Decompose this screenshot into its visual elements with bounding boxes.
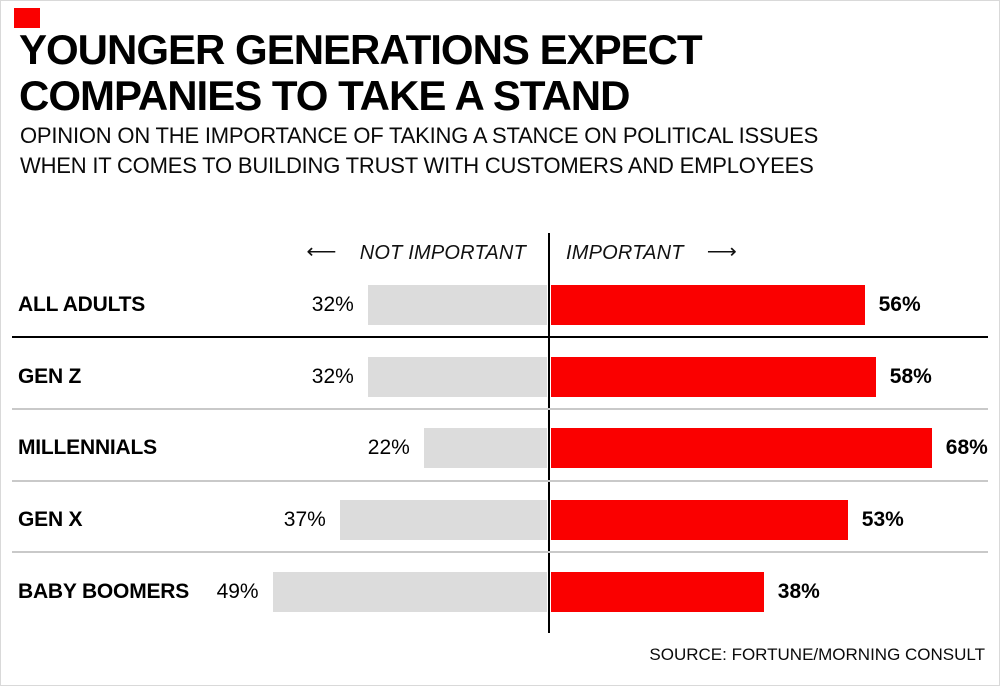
not-important-bar bbox=[367, 357, 547, 397]
brand-mark-red-rectangle bbox=[14, 8, 40, 28]
row-category-label: ALL ADULTS bbox=[18, 293, 146, 316]
chart-row: BABY BOOMERS 49% 38% bbox=[0, 572, 1000, 612]
important-bar bbox=[551, 500, 848, 540]
chart-row: ALL ADULTS 32% 56% bbox=[0, 285, 1000, 325]
row-category-label: GEN Z bbox=[18, 365, 82, 388]
chart-subtitle-line-1: OPINION ON THE IMPORTANCE OF TAKING A ST… bbox=[20, 123, 819, 148]
row-separator bbox=[12, 551, 988, 553]
row-category-label: MILLENNIALS bbox=[18, 436, 157, 459]
axis-label-important-text: IMPORTANT bbox=[566, 242, 684, 264]
not-important-value: 37% bbox=[283, 508, 326, 531]
important-bar bbox=[551, 428, 932, 468]
center-axis-line bbox=[548, 233, 550, 633]
important-value: 38% bbox=[777, 580, 820, 603]
row-category-label: BABY BOOMERS bbox=[18, 580, 190, 603]
not-important-bar bbox=[272, 572, 547, 612]
chart-subtitle: OPINION ON THE IMPORTANCE OF TAKING A ST… bbox=[20, 121, 980, 181]
not-important-value: 22% bbox=[367, 436, 410, 459]
row-separator bbox=[12, 336, 988, 338]
row-category-label: GEN X bbox=[18, 508, 83, 531]
chart-title: YOUNGER GENERATIONS EXPECT COMPANIES TO … bbox=[19, 27, 979, 119]
important-bar bbox=[551, 285, 865, 325]
chart-row: MILLENNIALS 22% 68% bbox=[0, 428, 1000, 468]
row-separator bbox=[12, 408, 988, 410]
axis-label-not-important-text: NOT IMPORTANT bbox=[359, 242, 526, 264]
important-value: 56% bbox=[878, 293, 921, 316]
right-arrow-icon: ⟶ bbox=[706, 240, 738, 263]
axis-label-not-important: ⟵ NOT IMPORTANT bbox=[306, 240, 526, 265]
chart-title-line-1: YOUNGER GENERATIONS EXPECT bbox=[19, 26, 703, 73]
axis-label-important: IMPORTANT ⟶ bbox=[566, 240, 737, 265]
not-important-bar bbox=[423, 428, 547, 468]
chart-title-line-2: COMPANIES TO TAKE A STAND bbox=[19, 72, 630, 119]
not-important-value: 32% bbox=[311, 365, 354, 388]
left-arrow-icon: ⟵ bbox=[306, 240, 337, 263]
important-bar bbox=[551, 572, 764, 612]
chart-row: GEN X 37% 53% bbox=[0, 500, 1000, 540]
row-separator bbox=[12, 480, 988, 482]
not-important-value: 32% bbox=[311, 293, 354, 316]
not-important-value: 49% bbox=[216, 580, 259, 603]
important-value: 53% bbox=[861, 508, 904, 531]
important-value: 58% bbox=[889, 365, 932, 388]
chart-subtitle-line-2: WHEN IT COMES TO BUILDING TRUST WITH CUS… bbox=[20, 153, 814, 178]
important-value: 68% bbox=[945, 436, 988, 459]
source-credit: SOURCE: FORTUNE/MORNING CONSULT bbox=[649, 645, 985, 664]
important-bar bbox=[551, 357, 876, 397]
chart-row: GEN Z 32% 58% bbox=[0, 357, 1000, 397]
not-important-bar bbox=[367, 285, 547, 325]
not-important-bar bbox=[339, 500, 547, 540]
